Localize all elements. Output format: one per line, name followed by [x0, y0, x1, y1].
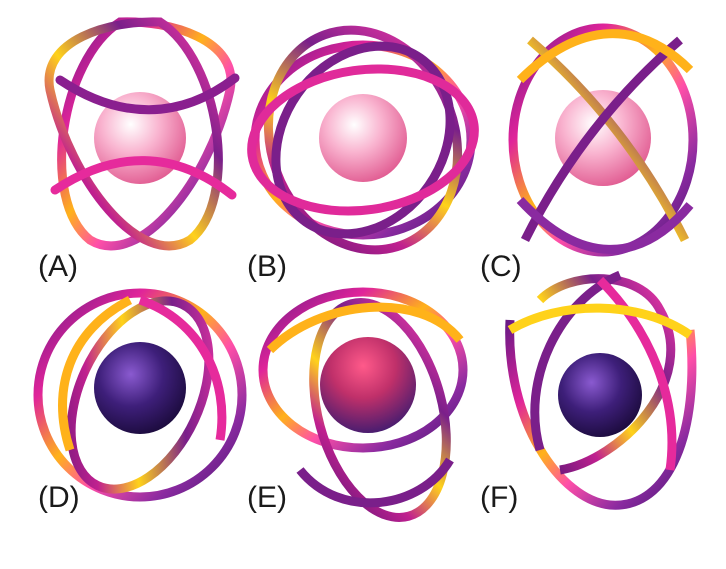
panel-label-f: (F) — [480, 481, 519, 514]
panel-f-sphere — [558, 353, 642, 437]
panel-a-knot — [44, 17, 240, 251]
panel-b-knot — [247, 25, 479, 255]
panel-d-sphere — [94, 342, 186, 434]
panel-label-b: (B) — [247, 250, 287, 283]
panel-e-sphere — [320, 337, 416, 433]
panel-b-sphere — [319, 94, 407, 182]
panel-label-d: (D) — [38, 481, 80, 514]
panel-d-knot — [33, 288, 247, 502]
panel-label-c: (C) — [480, 250, 522, 283]
panel-e-knot — [258, 287, 468, 522]
panel-c-sphere — [555, 90, 651, 186]
panel-label-a: (A) — [38, 250, 78, 283]
panel-c-knot — [508, 23, 698, 257]
panel-f-knot — [505, 270, 697, 510]
panel-label-e: (E) — [247, 481, 287, 514]
